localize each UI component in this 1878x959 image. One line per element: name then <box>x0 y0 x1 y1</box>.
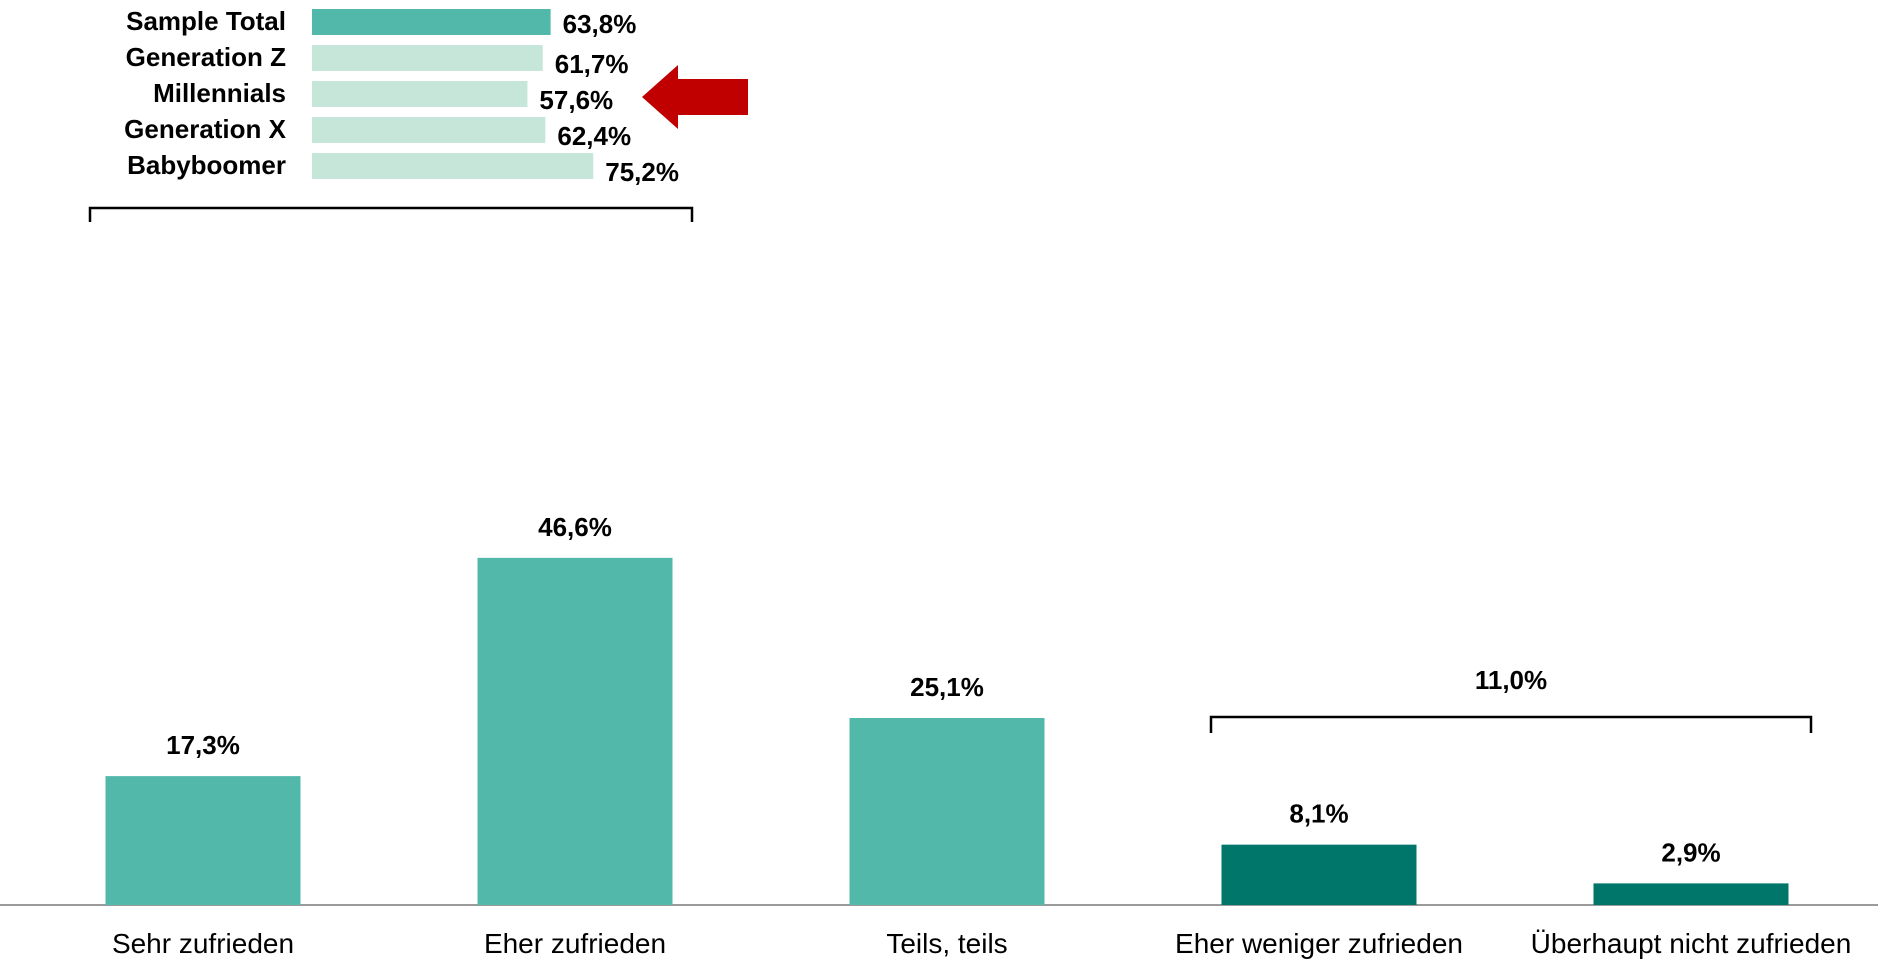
inset-value-generation-x: 62,4% <box>557 121 631 151</box>
inset-category-sample-total: Sample Total <box>126 6 286 36</box>
inset-category-generation-z: Generation Z <box>126 42 286 72</box>
category-label-sehr-zufrieden: Sehr zufrieden <box>112 928 294 959</box>
inset-value-generation-z: 61,7% <box>555 49 629 79</box>
inset-bar-generation-z <box>312 45 543 71</box>
generation-inset-chart: Sample Total 63,8% Generation Z 61,7% Millen… <box>124 6 748 187</box>
category-label-teils-teils: Teils, teils <box>886 928 1007 959</box>
inset-bar-generation-x <box>312 117 546 143</box>
inset-value-millennials: 57,6% <box>539 85 613 115</box>
bracket-satisfied <box>88 206 694 222</box>
category-label-uberhaupt-nicht-zufrieden: Überhaupt nicht zufrieden <box>1531 928 1852 959</box>
inset-bar-babyboomer <box>312 153 594 179</box>
inset-bar-millennials <box>312 81 528 107</box>
inset-value-sample-total: 63,8% <box>563 9 637 39</box>
category-label-eher-zufrieden: Eher zufrieden <box>484 928 666 959</box>
inset-bar-sample-total <box>312 9 551 35</box>
bracket-dissatisfied <box>1209 715 1813 733</box>
bar-uberhaupt-nicht-zufrieden <box>1593 883 1789 905</box>
inset-category-babyboomer: Babyboomer <box>127 150 286 180</box>
inset-category-millennials: Millennials <box>153 78 286 108</box>
value-label-sehr-zufrieden: 17,3% <box>166 730 240 760</box>
main-bar-chart: 17,3% Sehr zufrieden 46,6% Eher zufrieden 25… <box>0 206 1878 959</box>
inset-category-generation-x: Generation X <box>124 114 286 144</box>
category-label-eher-weniger-zufrieden: Eher weniger zufrieden <box>1175 928 1463 959</box>
value-label-eher-zufrieden: 46,6% <box>538 512 612 542</box>
value-label-uberhaupt-nicht-zufrieden: 2,9% <box>1661 837 1720 867</box>
value-label-eher-weniger-zufrieden: 8,1% <box>1289 799 1348 829</box>
bar-teils-teils <box>849 718 1045 905</box>
bracket-dissatisfied-label: 11,0% <box>1475 665 1547 695</box>
bar-sehr-zufrieden <box>105 776 301 905</box>
highlight-arrow-icon <box>642 65 748 129</box>
value-label-teils-teils: 25,1% <box>910 672 984 702</box>
bar-eher-weniger-zufrieden <box>1221 844 1417 905</box>
inset-value-babyboomer: 75,2% <box>605 157 679 187</box>
bar-eher-zufrieden <box>477 557 673 905</box>
